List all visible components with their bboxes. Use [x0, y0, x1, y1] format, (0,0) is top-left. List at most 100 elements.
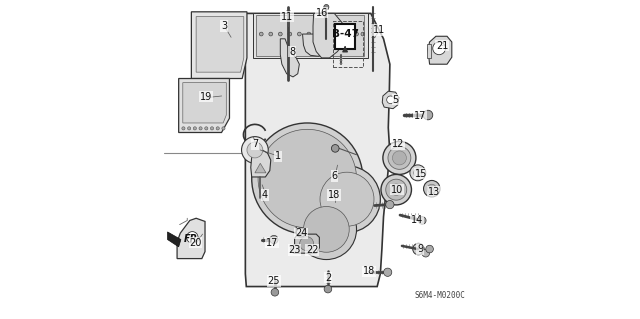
Polygon shape	[280, 39, 300, 77]
Bar	[333, 21, 363, 67]
Polygon shape	[253, 13, 367, 58]
Text: 20: 20	[189, 238, 202, 248]
Text: B-47: B-47	[332, 29, 358, 39]
Text: 6: 6	[332, 171, 337, 181]
Circle shape	[182, 127, 185, 130]
Circle shape	[324, 285, 332, 293]
Circle shape	[392, 151, 406, 165]
Circle shape	[433, 42, 445, 55]
Circle shape	[320, 172, 374, 226]
Circle shape	[241, 137, 268, 163]
Circle shape	[413, 169, 422, 177]
Circle shape	[355, 32, 358, 36]
Circle shape	[222, 127, 225, 130]
Circle shape	[252, 123, 363, 234]
Circle shape	[388, 146, 411, 169]
Polygon shape	[177, 218, 205, 259]
Text: 21: 21	[436, 41, 449, 51]
Text: 7: 7	[252, 139, 258, 149]
Text: 16: 16	[316, 8, 328, 18]
Polygon shape	[251, 150, 271, 177]
Text: FR·: FR·	[184, 234, 202, 244]
Text: 11: 11	[372, 25, 385, 35]
Circle shape	[387, 96, 394, 104]
Polygon shape	[245, 13, 390, 286]
Polygon shape	[294, 234, 319, 253]
Text: 25: 25	[268, 276, 280, 286]
Circle shape	[428, 184, 436, 193]
Circle shape	[345, 32, 349, 36]
Circle shape	[424, 181, 440, 197]
Circle shape	[423, 110, 433, 120]
Polygon shape	[191, 12, 247, 78]
Text: 8: 8	[289, 47, 295, 56]
Polygon shape	[303, 34, 324, 56]
Circle shape	[291, 245, 300, 254]
Polygon shape	[168, 232, 181, 247]
Circle shape	[324, 4, 329, 10]
Circle shape	[381, 174, 412, 205]
Circle shape	[269, 32, 273, 36]
Circle shape	[335, 32, 339, 36]
Circle shape	[259, 32, 263, 36]
Circle shape	[386, 200, 394, 209]
Text: 17: 17	[266, 238, 278, 248]
Text: 22: 22	[306, 245, 318, 255]
Circle shape	[199, 127, 202, 130]
Circle shape	[193, 127, 196, 130]
Text: 3: 3	[221, 21, 227, 31]
Circle shape	[278, 32, 282, 36]
Text: 14: 14	[411, 215, 423, 226]
Circle shape	[413, 243, 424, 255]
Text: 17: 17	[414, 111, 426, 121]
Polygon shape	[196, 17, 244, 72]
Text: 24: 24	[295, 228, 307, 238]
Circle shape	[326, 32, 330, 36]
Polygon shape	[179, 78, 230, 132]
Text: 9: 9	[417, 244, 423, 254]
Circle shape	[383, 141, 416, 174]
Text: 15: 15	[415, 169, 427, 179]
Text: 18: 18	[328, 190, 340, 200]
FancyBboxPatch shape	[335, 24, 355, 49]
Circle shape	[258, 129, 356, 228]
Circle shape	[317, 32, 320, 36]
Text: 2: 2	[325, 273, 331, 283]
Circle shape	[419, 217, 426, 224]
Circle shape	[386, 179, 406, 200]
Circle shape	[314, 166, 380, 233]
Polygon shape	[255, 163, 266, 173]
Circle shape	[300, 237, 314, 251]
Text: 12: 12	[392, 139, 404, 149]
Circle shape	[332, 145, 339, 152]
Circle shape	[187, 232, 198, 243]
Circle shape	[410, 165, 426, 181]
Circle shape	[288, 32, 292, 36]
Polygon shape	[428, 36, 452, 64]
Text: 19: 19	[200, 92, 212, 102]
Circle shape	[247, 142, 263, 158]
Circle shape	[422, 249, 429, 257]
Text: 11: 11	[281, 11, 293, 22]
Text: 1: 1	[275, 151, 281, 161]
Text: 13: 13	[428, 187, 440, 197]
Circle shape	[271, 288, 278, 296]
Polygon shape	[382, 91, 399, 109]
Text: 23: 23	[289, 245, 301, 255]
Polygon shape	[313, 13, 346, 58]
Circle shape	[361, 32, 365, 36]
Circle shape	[383, 268, 392, 276]
Text: 18: 18	[363, 266, 375, 276]
Text: 5: 5	[392, 95, 399, 105]
Circle shape	[270, 235, 278, 244]
Circle shape	[426, 245, 433, 253]
Polygon shape	[428, 44, 431, 58]
Text: S6M4-M0200C: S6M4-M0200C	[415, 291, 465, 300]
Circle shape	[211, 127, 214, 130]
Circle shape	[303, 206, 349, 252]
Circle shape	[188, 127, 191, 130]
Circle shape	[298, 32, 301, 36]
Polygon shape	[183, 83, 227, 123]
Text: 10: 10	[391, 185, 403, 195]
Polygon shape	[257, 15, 364, 56]
